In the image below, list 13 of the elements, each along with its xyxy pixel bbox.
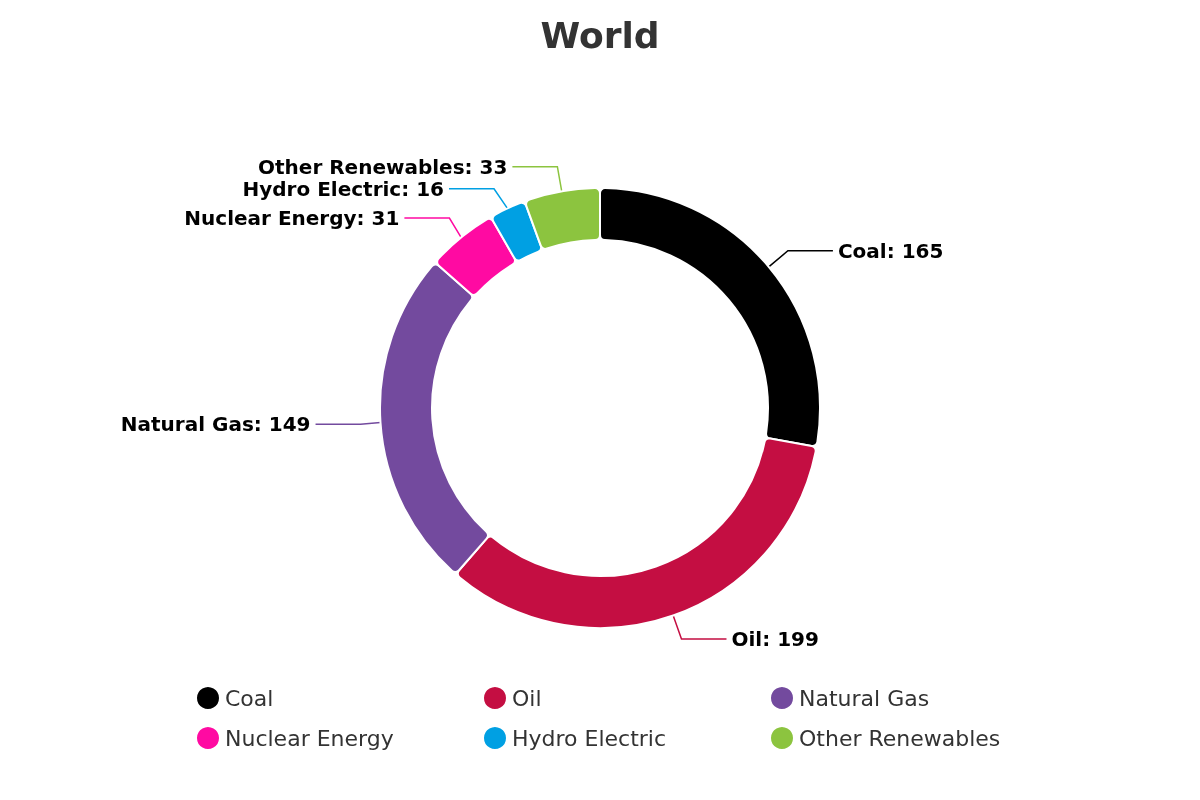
legend-label: Hydro Electric <box>512 725 667 751</box>
data-label: Hydro Electric: 16 <box>242 176 444 201</box>
legend-label: Natural Gas <box>799 685 930 711</box>
legend-label: Coal <box>225 685 274 711</box>
legend-label: Nuclear Energy <box>225 725 394 751</box>
legend-label: Oil <box>512 685 542 711</box>
data-label: Oil: 199 <box>731 627 819 652</box>
data-label: Other Renewables: 33 <box>258 154 508 179</box>
data-label: Coal: 165 <box>837 238 944 263</box>
chart-title: World <box>540 14 660 56</box>
data-label: Natural Gas: 149 <box>120 412 311 437</box>
data-label: Nuclear Energy: 31 <box>184 206 400 231</box>
legend-label: Other Renewables <box>799 725 1001 751</box>
